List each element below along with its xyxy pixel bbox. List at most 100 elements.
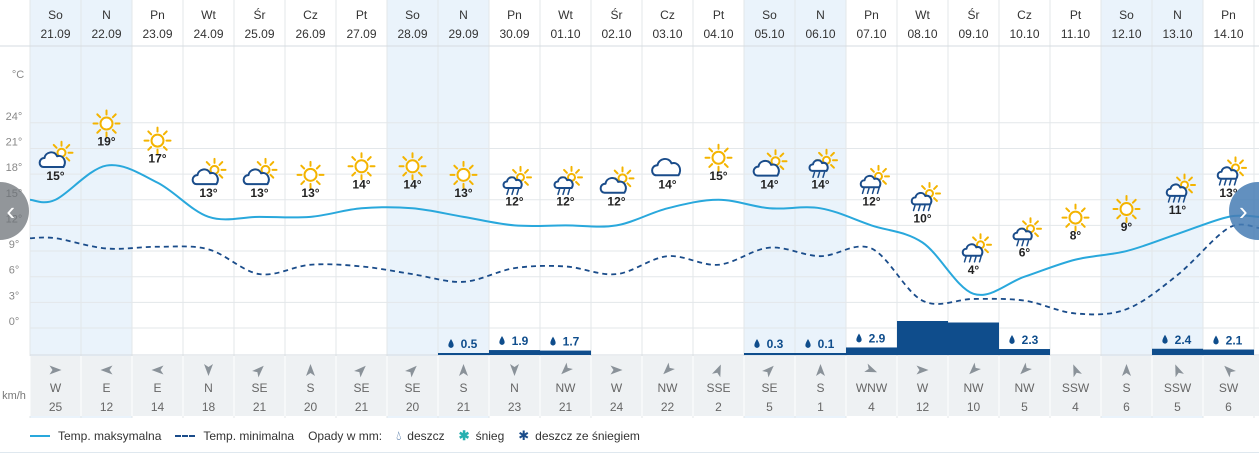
cloud-shape xyxy=(1012,227,1033,241)
wind-speed-label: 20 xyxy=(304,400,318,414)
rain-icon xyxy=(808,148,838,179)
sun-ray xyxy=(830,151,835,157)
day-of-week-label: N xyxy=(459,8,468,22)
sun-ray xyxy=(779,165,785,171)
legend-precip-title: Opady w mm: xyxy=(308,429,382,443)
raindrop-icon xyxy=(907,306,913,315)
wind-arrow-shape xyxy=(1020,362,1032,375)
rain-drop xyxy=(1016,239,1020,247)
legend-max: Temp. maksymalna xyxy=(30,429,161,443)
sun-ray xyxy=(563,168,568,174)
partly-cloudy-icon xyxy=(752,149,788,177)
sun-ray xyxy=(417,171,423,177)
date-label: 30.09 xyxy=(499,27,529,41)
wind-arrow-shape xyxy=(1224,365,1236,378)
rain-drop xyxy=(1177,196,1181,203)
wind-direction-label: SSE xyxy=(706,381,730,395)
max-temp-label: 12° xyxy=(862,194,880,208)
day-of-week-label: Śr xyxy=(254,7,266,22)
rain-drop xyxy=(1218,179,1222,186)
wind-arrow-shape xyxy=(510,364,519,376)
wind-arrow-shape xyxy=(864,363,878,373)
wind-speed-label: 10 xyxy=(967,400,981,414)
wind-arrow-shape xyxy=(151,365,164,375)
date-label: 27.09 xyxy=(346,27,376,41)
wind-speed-label: 5 xyxy=(1174,400,1181,414)
wind-arrow-icon xyxy=(49,365,62,375)
max-temp-label: 15° xyxy=(709,169,727,183)
sun-icon xyxy=(704,143,733,172)
sun-ray xyxy=(708,147,714,153)
rain-drop xyxy=(973,256,977,263)
max-temp-label: 11° xyxy=(1169,203,1187,217)
precip-bar xyxy=(438,353,489,355)
sun-ray xyxy=(111,113,117,119)
sun-ray xyxy=(575,168,580,174)
sun-ray xyxy=(351,171,357,177)
y-tick-label: 6° xyxy=(9,265,20,277)
cloud-shape xyxy=(599,177,627,194)
wind-arrow-icon xyxy=(610,365,623,375)
y-tick-label: 9° xyxy=(9,239,20,251)
legend-snow-label: śnieg xyxy=(475,429,505,443)
sun-ray xyxy=(984,248,989,254)
date-label: 21.09 xyxy=(40,27,70,41)
sun-ray xyxy=(468,164,474,170)
day-of-week-label: Pn xyxy=(864,8,879,22)
day-of-week-label: Wt xyxy=(558,8,573,22)
sun-ray xyxy=(984,236,989,242)
wind-speed-label: 25 xyxy=(49,400,63,414)
day-of-week-label: Pt xyxy=(713,8,725,22)
rain-drop xyxy=(567,188,571,196)
raindrop-icon xyxy=(1162,334,1168,344)
sun-ray xyxy=(269,173,275,179)
wind-direction-label: SW xyxy=(1219,381,1239,395)
sun-ray xyxy=(1239,171,1244,177)
min-line-swatch xyxy=(175,435,196,437)
sun-ray xyxy=(1227,159,1232,165)
wind-arrow-shape xyxy=(252,365,264,378)
sun-ray xyxy=(96,128,102,134)
max-temp-label: 14° xyxy=(403,177,421,191)
wind-arrow-icon xyxy=(864,363,878,373)
legend-snow: ✱ śnieg xyxy=(459,428,505,444)
wind-arrow-icon xyxy=(816,364,825,376)
max-temp-label: 4° xyxy=(968,263,980,277)
precip-bar xyxy=(897,321,948,355)
precip-bar xyxy=(846,347,897,355)
sun-ray xyxy=(524,180,529,186)
max-temp-label: 13° xyxy=(250,186,268,200)
sun-ray xyxy=(1022,220,1027,226)
wind-arrow-shape xyxy=(561,362,573,375)
wind-direction-label: E xyxy=(102,381,110,395)
sun-ray xyxy=(933,197,938,202)
max-temp-label: 13° xyxy=(454,186,472,200)
wind-arrow-icon xyxy=(151,365,164,375)
sun-ray xyxy=(366,171,372,177)
sun-disc xyxy=(1119,202,1134,217)
rain-drop xyxy=(511,188,515,196)
date-label: 09.10 xyxy=(958,27,988,41)
sun-ray xyxy=(1065,207,1071,213)
sun-disc xyxy=(354,159,369,174)
date-label: 06.10 xyxy=(805,27,835,41)
wind-arrow-shape xyxy=(306,364,315,376)
day-of-week-label: Pn xyxy=(507,8,522,22)
max-temp-label: 14° xyxy=(760,177,778,191)
day-of-week-label: So xyxy=(48,8,63,22)
sun-ray xyxy=(52,143,58,149)
sun-ray xyxy=(1188,176,1193,182)
wind-arrow-icon xyxy=(561,362,573,375)
sun-icon xyxy=(1112,195,1141,224)
wind-speed-label: 24 xyxy=(610,400,624,414)
sun-ray xyxy=(218,173,224,179)
wind-arrow-icon xyxy=(1175,364,1184,378)
date-label: 22.09 xyxy=(91,27,121,41)
sun-ray xyxy=(766,152,772,158)
date-label: 01.10 xyxy=(550,27,580,41)
rain-drop xyxy=(562,188,566,196)
wind-arrow-icon xyxy=(1020,362,1032,375)
sun-ray xyxy=(524,168,529,174)
chart-legend: Temp. maksymalna Temp. minimalna Opady w… xyxy=(30,424,654,448)
